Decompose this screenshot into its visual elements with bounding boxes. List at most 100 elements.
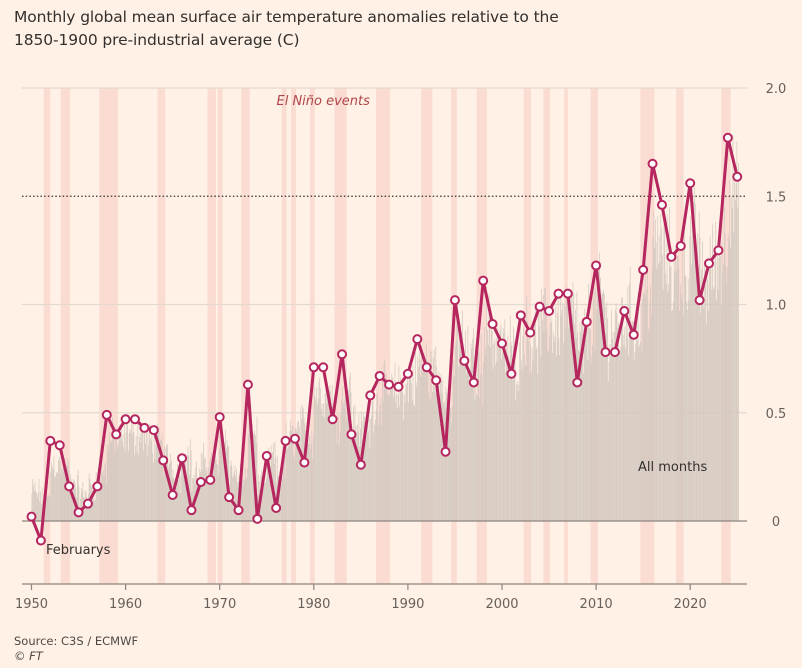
monthly-bar [581,325,583,521]
monthly-bar [216,464,218,521]
monthly-bar [607,318,608,521]
monthly-bar [546,329,548,521]
monthly-bar [292,426,294,521]
monthly-bar [518,385,520,521]
monthly-bar [109,431,110,521]
monthly-bar [143,432,145,521]
monthly-bar [560,315,562,521]
monthly-bar [196,481,198,521]
februarys-point [318,362,329,373]
elnino-band [43,88,51,584]
monthly-bar [414,351,416,521]
monthly-bar [178,469,180,521]
monthly-bar [439,407,441,521]
monthly-bar [618,322,619,521]
monthly-bar [573,293,575,521]
monthly-bar [542,295,544,521]
monthly-bar [294,428,296,521]
monthly-bar [200,472,201,521]
monthly-bar [218,448,220,521]
monthly-bar [131,434,133,521]
monthly-bar [671,310,673,521]
monthly-bar [491,321,492,521]
monthly-bar [626,337,628,521]
monthly-bar [567,292,568,521]
monthly-bar [490,347,492,521]
monthly-bar [640,341,641,521]
monthly-bar [464,361,466,521]
monthly-bar [59,460,61,521]
monthly-bar [381,425,383,521]
monthly-bar [234,465,236,521]
februarys-point [26,511,37,522]
monthly-bar [247,468,248,521]
x-axis: 1950 1960 1970 1980 1990 2000 2010 2020 [15,583,747,612]
monthly-bar [41,487,43,521]
monthly-bar [455,340,457,521]
monthly-bar [611,339,613,521]
monthly-bar [590,363,592,521]
monthly-bar [392,377,394,521]
monthly-bar [713,287,715,521]
monthly-bar [31,493,33,521]
februarys-point [252,513,263,524]
monthly-bar [603,289,604,521]
monthly-bar [44,502,46,521]
monthly-bar [632,321,634,521]
monthly-bar [130,431,132,521]
monthly-bar [224,442,226,521]
monthly-bar [624,327,626,521]
monthly-bar [633,359,635,521]
monthly-bar [650,314,652,521]
februarys-point [619,305,630,316]
monthly-bar [534,324,535,521]
monthly-bar [273,442,274,521]
monthly-bar [628,355,630,521]
monthly-bar [584,308,586,521]
februarys-point [271,503,282,514]
monthly-bar [394,362,396,521]
monthly-bar [60,474,62,521]
monthly-bar [127,450,129,521]
februarys-point [628,329,639,340]
monthly-bar [643,293,645,521]
monthly-bar [102,473,103,521]
monthly-bar [606,302,608,521]
monthly-bar [345,418,347,521]
februarys-point [337,349,348,360]
monthly-bar [521,369,523,521]
x-tick-label: 1960 [109,597,142,612]
monthly-bar [138,454,139,521]
monthly-bar [315,400,317,521]
monthly-bar [401,389,403,521]
monthly-bar [494,340,495,521]
monthly-bar [460,323,462,521]
monthly-bar [291,430,292,521]
monthly-bar [359,446,361,521]
monthly-bar [244,479,245,521]
monthly-bar [673,255,675,521]
februarys-point [393,381,404,392]
monthly-bar [554,336,556,521]
monthly-bar [298,421,299,521]
x-tick-label: 2000 [485,597,518,612]
monthly-bar [516,381,518,521]
monthly-bar [502,352,503,521]
monthly-bar [458,336,460,521]
monthly-bar [511,345,513,521]
monthly-bar [265,478,267,521]
monthly-bar [557,292,559,521]
monthly-bar [86,496,88,521]
monthly-bar [632,320,633,521]
monthly-bar [94,500,96,521]
monthly-bar [258,474,259,521]
monthly-bar [393,384,395,521]
monthly-bar [177,464,179,521]
monthly-bar [564,328,566,521]
monthly-bar [645,297,647,521]
februarys-point [139,422,150,433]
monthly-bar [296,431,298,521]
monthly-bar [492,369,494,521]
monthly-bar [707,279,709,521]
monthly-bar [576,291,578,521]
